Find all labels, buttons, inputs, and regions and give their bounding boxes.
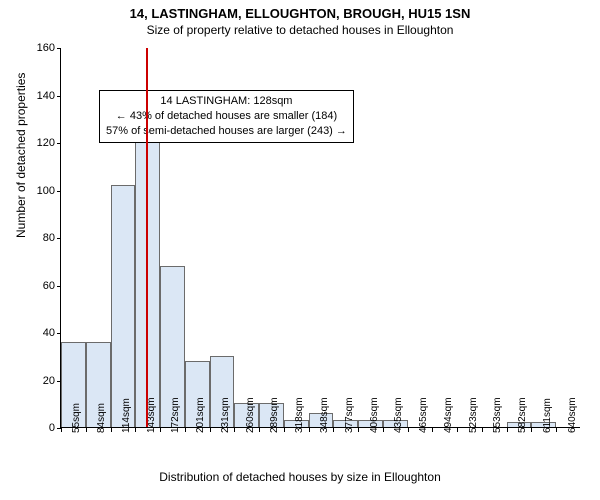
y-tick-mark (57, 48, 61, 49)
x-tick-mark (482, 428, 483, 432)
x-tick-label: 114sqm (121, 398, 132, 433)
x-tick-label: 406sqm (369, 397, 380, 433)
x-tick-label: 318sqm (294, 397, 305, 433)
x-tick-mark (160, 428, 161, 432)
y-tick-mark (57, 381, 61, 382)
x-tick-label: 260sqm (245, 397, 256, 433)
x-tick-label: 435sqm (393, 397, 404, 433)
x-tick-mark (309, 428, 310, 432)
x-tick-mark (135, 428, 136, 432)
y-tick-mark (57, 96, 61, 97)
y-tick-mark (57, 238, 61, 239)
x-tick-mark (284, 428, 285, 432)
x-tick-label: 465sqm (418, 397, 429, 433)
x-tick-mark (358, 428, 359, 432)
x-tick-label: 640sqm (567, 397, 578, 433)
x-tick-label: 201sqm (195, 397, 206, 433)
x-tick-label: 553sqm (492, 397, 503, 433)
x-tick-label: 55sqm (71, 403, 82, 433)
x-tick-mark (185, 428, 186, 432)
chart-title: 14, LASTINGHAM, ELLOUGHTON, BROUGH, HU15… (0, 6, 600, 21)
annotation-line-3: 57% of semi-detached houses are larger (… (106, 124, 347, 139)
x-tick-mark (531, 428, 532, 432)
x-tick-label: 494sqm (443, 397, 454, 433)
x-tick-mark (457, 428, 458, 432)
x-tick-mark (507, 428, 508, 432)
x-tick-mark (333, 428, 334, 432)
y-tick-mark (57, 333, 61, 334)
x-tick-label: 611sqm (542, 398, 553, 433)
x-tick-mark (259, 428, 260, 432)
y-tick-mark (57, 191, 61, 192)
x-tick-mark (61, 428, 62, 432)
x-tick-label: 582sqm (517, 397, 528, 433)
annotation-line-2: ← 43% of detached houses are smaller (18… (106, 109, 347, 124)
y-tick-mark (57, 143, 61, 144)
plot-area: 14 LASTINGHAM: 128sqm ← 43% of detached … (60, 48, 580, 428)
y-axis-label: Number of detached properties (14, 73, 28, 238)
x-tick-mark (210, 428, 211, 432)
y-tick-mark (57, 286, 61, 287)
x-tick-mark (111, 428, 112, 432)
x-tick-mark (556, 428, 557, 432)
x-tick-mark (408, 428, 409, 432)
x-tick-mark (234, 428, 235, 432)
reference-line (146, 48, 148, 427)
chart-area: 14 LASTINGHAM: 128sqm ← 43% of detached … (60, 48, 580, 428)
x-tick-mark (86, 428, 87, 432)
x-tick-label: 84sqm (96, 403, 107, 433)
chart-subtitle: Size of property relative to detached ho… (0, 23, 600, 37)
annotation-box: 14 LASTINGHAM: 128sqm ← 43% of detached … (99, 90, 354, 143)
x-tick-mark (432, 428, 433, 432)
x-axis-label: Distribution of detached houses by size … (0, 470, 600, 484)
x-tick-label: 231sqm (220, 397, 231, 433)
x-tick-mark (383, 428, 384, 432)
histogram-bar (111, 185, 136, 427)
annotation-line-1: 14 LASTINGHAM: 128sqm (106, 94, 347, 109)
x-tick-label: 523sqm (468, 397, 479, 433)
x-tick-label: 172sqm (170, 397, 181, 433)
x-tick-label: 377sqm (344, 397, 355, 433)
x-tick-label: 289sqm (269, 397, 280, 433)
x-tick-label: 348sqm (319, 397, 330, 433)
